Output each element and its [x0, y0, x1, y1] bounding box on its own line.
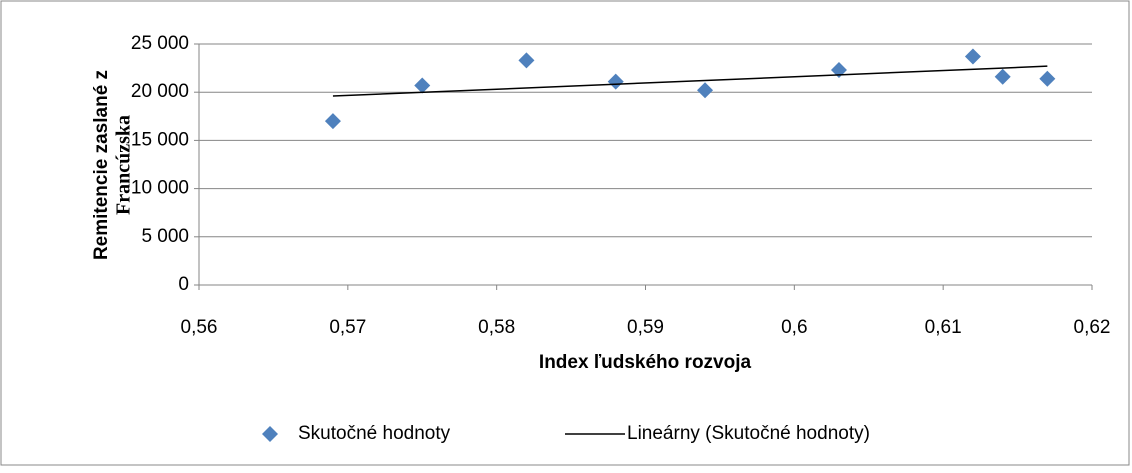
y-tick-label: 20 000	[131, 81, 189, 102]
x-tick-label: 0,61	[925, 317, 962, 338]
legend-label: Lineárny (Skutočné hodnoty)	[627, 423, 870, 444]
legend-label: Skutočné hodnoty	[298, 423, 451, 444]
x-tick-label: 0,59	[627, 317, 664, 338]
data-point	[607, 73, 624, 90]
y-tick-label: 10 000	[131, 178, 189, 199]
legend-marker	[262, 426, 278, 442]
x-tick-label: 0,58	[478, 317, 515, 338]
y-tick-label: 25 000	[131, 33, 189, 54]
x-tick-label: 0,62	[1074, 317, 1111, 338]
y-tick-label: 0	[178, 274, 189, 295]
data-point	[697, 82, 714, 99]
y-tick-label: 15 000	[131, 129, 189, 150]
data-point	[994, 68, 1011, 85]
trendline	[332, 65, 1048, 97]
y-tick-label: 5 000	[141, 226, 189, 247]
y-axis-title: Francúzska	[113, 115, 135, 215]
x-tick-label: 0,57	[329, 317, 366, 338]
x-axis-title: Index ľudského rozvoja	[539, 352, 752, 373]
data-point	[414, 77, 431, 94]
data-point	[964, 48, 981, 65]
data-point	[518, 52, 535, 69]
data-point	[324, 113, 341, 130]
x-tick-label: 0,56	[181, 317, 218, 338]
y-axis-title: Remitencie zaslané z	[91, 70, 112, 260]
x-tick-label: 0,6	[781, 317, 807, 338]
data-point	[1039, 70, 1056, 87]
